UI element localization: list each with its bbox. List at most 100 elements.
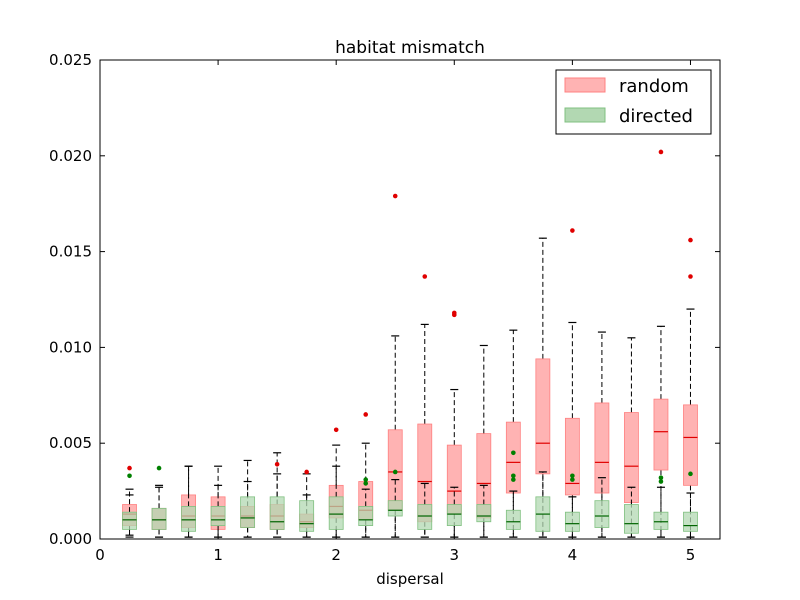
box-body [358,506,374,526]
box-body [210,506,226,526]
chart-title: habitat mismatch [335,38,485,58]
box-random-16 [594,331,610,538]
flier-point [688,237,693,243]
box-directed-6 [299,494,315,538]
box-directed-17 [624,486,639,538]
box-body [417,504,433,530]
flier-point [363,481,369,486]
flier-point [511,450,516,456]
box-body [387,500,403,517]
flier-point [570,228,575,233]
box-body [181,506,196,532]
x-tick-label: 1 [213,546,223,564]
flier-point [658,475,664,480]
box-random-9 [387,193,403,538]
flier-point [333,427,339,433]
box-body [653,511,669,530]
flier-point [127,473,132,479]
box-directed-5 [269,473,285,538]
x-tick-label: 3 [450,546,460,564]
flier-point [688,471,693,477]
legend-swatch-random [564,77,606,93]
box-body [505,509,521,530]
flier-point [511,473,516,479]
x-tick-label: 4 [568,546,578,564]
series-directed [122,450,698,538]
box-directed-7 [328,465,344,538]
box-body [446,504,462,526]
box-body [328,496,344,530]
boxes-layer [122,149,698,538]
box-directed-16 [594,477,610,538]
box-directed-3 [210,484,226,538]
legend: random directed [555,69,712,135]
x-tick-label: 5 [686,546,696,564]
box-body [151,507,167,530]
y-tick-label: 0.025 [49,51,92,69]
box-directed-2 [181,465,196,538]
legend-swatch-directed [564,107,606,123]
box-directed-10 [417,482,433,538]
box-random-11 [446,310,462,538]
flier-point [363,477,369,482]
box-directed-9 [387,469,403,538]
series-random [122,149,698,538]
box-body [683,511,698,532]
legend-label-directed: directed [619,106,693,127]
box-random-19 [683,237,698,538]
legend-label-random: random [619,76,689,97]
flier-point [688,274,693,279]
box-directed-1 [151,465,167,538]
box-random-10 [417,274,433,538]
box-body [683,404,698,486]
box-directed-0 [122,473,137,538]
box-body [535,358,551,475]
box-body [594,500,610,528]
box-body [505,421,521,494]
y-tick-label: 0.000 [49,530,92,548]
y-tick-label: 0.010 [49,338,92,356]
flier-point [392,193,398,199]
plot-frame [99,59,721,540]
box-directed-12 [476,484,492,538]
box-body [240,496,256,528]
box-directed-13 [505,450,521,538]
flier-point [127,465,132,471]
y-tick-label: 0.015 [49,243,92,261]
box-directed-14 [535,471,551,538]
x-tick-label: 2 [331,546,341,564]
flier-point [156,465,162,471]
box-body [624,504,639,534]
flier-point [451,312,457,318]
flier-point [658,149,664,155]
box-body [122,511,137,530]
x-tick-label: 0 [95,546,105,564]
box-directed-8 [358,477,374,538]
box-body [564,511,580,532]
box-body [594,402,610,494]
ticks-layer: 0 1 2 3 4 5 0.000 0.005 0.010 0.015 0.020 0.025 [49,51,720,564]
box-directed-18 [653,475,669,538]
y-tick-label: 0.020 [49,147,92,165]
x-axis-label: dispersal [376,570,444,588]
flier-point [392,469,398,475]
box-directed-4 [240,480,256,538]
flier-point [274,461,280,467]
box-body [653,398,669,471]
flier-point [570,473,575,479]
flier-point [304,469,309,475]
flier-point [570,477,575,482]
y-tick-label: 0.005 [49,434,92,452]
box-directed-15 [564,473,580,538]
flier-point [422,274,428,279]
box-body [624,412,639,503]
flier-point [363,412,369,417]
box-body [299,500,315,532]
flier-point [658,479,664,484]
box-random-15 [564,228,580,538]
box-body [476,504,492,523]
flier-point [511,477,516,482]
box-body [269,496,285,530]
box-body [564,417,580,496]
